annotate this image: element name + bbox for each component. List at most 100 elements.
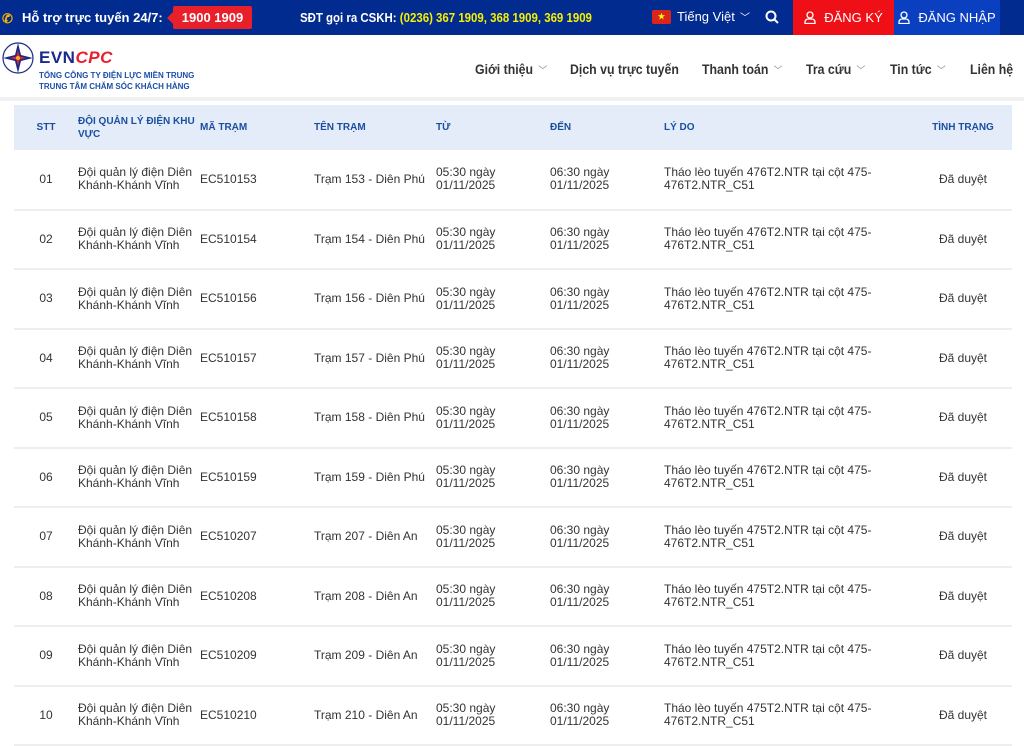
cell-doi-quan-ly: Đội quản lý điện Diên Khánh-Khánh Vĩnh: [78, 582, 193, 610]
cskh-numbers: (0236) 367 1909, 368 1909, 369 1909: [399, 10, 592, 25]
nav-tin-tuc[interactable]: Tin tức ﹀: [890, 61, 946, 77]
cell-tinh-trang: Đã duyệt: [938, 171, 988, 186]
cell-tinh-trang: Đã duyệt: [938, 588, 988, 603]
cell-doi-quan-ly: Đội quản lý điện Diên Khánh-Khánh Vĩnh: [78, 522, 193, 550]
cell-stt: 10: [39, 707, 53, 722]
cell-tinh-trang: Đã duyệt: [938, 231, 988, 246]
cskh-label: SĐT gọi ra CSKH:: [300, 10, 397, 25]
chevron-down-icon[interactable]: ﹀: [740, 13, 750, 24]
cell-ma-tram: EC510209: [200, 648, 257, 663]
table-header-row: STT ĐỘI QUẢN LÝ ĐIỆN KHU VỰC MÃ TRẠM TÊN…: [14, 105, 1012, 150]
col-doi-quan-ly: ĐỘI QUẢN LÝ ĐIỆN KHU VỰC: [78, 115, 195, 140]
cell-den: 06:30 ngày 01/11/2025: [550, 463, 610, 491]
chevron-down-icon: ﹀: [856, 66, 866, 77]
nav-dich-vu[interactable]: Dịch vụ trực tuyến: [570, 61, 679, 77]
cell-ly-do: Tháo lèo tuyến 476T2.NTR tại cột 475-476…: [664, 284, 872, 312]
cell-tu: 05:30 ngày 01/11/2025: [436, 225, 496, 253]
cell-ly-do: Tháo lèo tuyến 476T2.NTR tại cột 475-476…: [664, 165, 872, 193]
cell-ten-tram: Trạm 209 - Diên An: [314, 648, 418, 663]
top-bar: ✆ Hỗ trợ trực tuyến 24/7: 1900 1909 SĐT …: [0, 0, 1024, 35]
hotline-button[interactable]: 1900 1909: [166, 6, 253, 29]
cell-ly-do: Tháo lèo tuyến 475T2.NTR tại cột 475-476…: [664, 641, 872, 669]
cell-ma-tram: EC510157: [200, 350, 257, 365]
cell-den: 06:30 ngày 01/11/2025: [550, 284, 610, 312]
col-tinh-trang: TÌNH TRẠNG: [932, 122, 994, 133]
cell-doi-quan-ly: Đội quản lý điện Diên Khánh-Khánh Vĩnh: [78, 403, 193, 431]
cell-tinh-trang: Đã duyệt: [938, 648, 988, 663]
cell-stt: 08: [39, 588, 53, 603]
cell-stt: 02: [39, 231, 53, 246]
cell-ten-tram: Trạm 207 - Diên An: [314, 529, 418, 544]
cell-tu: 05:30 ngày 01/11/2025: [436, 403, 496, 431]
evn-logo-icon[interactable]: [2, 42, 34, 74]
table-row: 08 Đội quản lý điện Diên Khánh-Khánh Vĩnh…: [14, 567, 1012, 626]
col-ma-tram: MÃ TRẠM: [200, 122, 248, 133]
cell-tu: 05:30 ngày 01/11/2025: [436, 641, 496, 669]
cell-ten-tram: Trạm 157 - Diên Phú: [314, 350, 425, 365]
cell-tu: 05:30 ngày 01/11/2025: [436, 165, 496, 193]
table-row: 05 Đội quản lý điện Diên Khánh-Khánh Vĩnh…: [14, 388, 1012, 448]
cell-doi-quan-ly: Đội quản lý điện Diên Khánh-Khánh Vĩnh: [78, 225, 193, 253]
cell-ten-tram: Trạm 159 - Diên Phú: [314, 469, 425, 484]
cell-den: 06:30 ngày 01/11/2025: [550, 403, 610, 431]
brand-name[interactable]: EVNCPC: [39, 48, 113, 68]
cell-den: 06:30 ngày 01/11/2025: [550, 165, 610, 193]
col-stt: STT: [36, 122, 56, 133]
nav-thanh-toan[interactable]: Thanh toán ﹀: [702, 61, 783, 77]
cell-ten-tram: Trạm 156 - Diên Phú: [314, 291, 425, 306]
cell-doi-quan-ly: Đội quản lý điện Diên Khánh-Khánh Vĩnh: [78, 463, 193, 491]
cell-ma-tram: EC510210: [200, 707, 257, 722]
nav-gioi-thieu[interactable]: Giới thiệu ﹀: [475, 61, 548, 77]
search-icon[interactable]: [765, 10, 779, 24]
cell-ly-do: Tháo lèo tuyến 475T2.NTR tại cột 475-476…: [664, 522, 872, 550]
register-button[interactable]: ĐĂNG KÝ: [793, 0, 894, 35]
support-label: Hỗ trợ trực tuyến 24/7:: [22, 10, 163, 25]
cell-tinh-trang: Đã duyệt: [938, 291, 988, 306]
cell-ly-do: Tháo lèo tuyến 476T2.NTR tại cột 475-476…: [664, 403, 872, 431]
cell-ma-tram: EC510207: [200, 529, 257, 544]
cell-tu: 05:30 ngày 01/11/2025: [436, 522, 496, 550]
cell-den: 06:30 ngày 01/11/2025: [550, 225, 610, 253]
cell-doi-quan-ly: Đội quản lý điện Diên Khánh-Khánh Vĩnh: [78, 641, 193, 669]
cell-den: 06:30 ngày 01/11/2025: [550, 582, 610, 610]
cell-tinh-trang: Đã duyệt: [938, 707, 988, 722]
cell-tu: 05:30 ngày 01/11/2025: [436, 582, 496, 610]
cell-ten-tram: Trạm 158 - Diên Phú: [314, 410, 425, 425]
cell-den: 06:30 ngày 01/11/2025: [550, 641, 610, 669]
table-row: 10 Đội quản lý điện Diên Khánh-Khánh Vĩnh…: [14, 686, 1012, 745]
table-row: 02 Đội quản lý điện Diên Khánh-Khánh Vĩnh…: [14, 210, 1012, 269]
language-selector[interactable]: Tiếng Việt: [677, 9, 735, 24]
nav-tra-cuu[interactable]: Tra cứu ﹀: [806, 61, 866, 77]
nav-lien-he[interactable]: Liên hệ: [970, 61, 1014, 77]
cell-stt: 06: [39, 469, 53, 484]
cell-doi-quan-ly: Đội quản lý điện Diên Khánh-Khánh Vĩnh: [78, 701, 193, 729]
outage-table: STT ĐỘI QUẢN LÝ ĐIỆN KHU VỰC MÃ TRẠM TÊN…: [14, 105, 1012, 746]
login-button[interactable]: ĐĂNG NHẬP: [894, 0, 1000, 35]
cell-ten-tram: Trạm 153 - Diên Phú: [314, 171, 425, 186]
cell-ly-do: Tháo lèo tuyến 476T2.NTR tại cột 475-476…: [664, 344, 872, 372]
cell-tu: 05:30 ngày 01/11/2025: [436, 284, 496, 312]
cell-ly-do: Tháo lèo tuyến 475T2.NTR tại cột 475-476…: [664, 582, 872, 610]
cell-ly-do: Tháo lèo tuyến 476T2.NTR tại cột 475-476…: [664, 225, 872, 253]
cell-ten-tram: Trạm 210 - Diên An: [314, 707, 418, 722]
table-row: 04 Đội quản lý điện Diên Khánh-Khánh Vĩnh…: [14, 329, 1012, 388]
table-row: 07 Đội quản lý điện Diên Khánh-Khánh Vĩnh…: [14, 507, 1012, 567]
cell-stt: 03: [39, 291, 53, 306]
user-icon: [898, 11, 910, 24]
table-row: 03 Đội quản lý điện Diên Khánh-Khánh Vĩnh…: [14, 269, 1012, 329]
col-tu: TỪ: [436, 122, 451, 133]
user-icon: [804, 11, 816, 24]
cell-tinh-trang: Đã duyệt: [938, 529, 988, 544]
col-ly-do: LÝ DO: [664, 122, 695, 133]
table-row: 06 Đội quản lý điện Diên Khánh-Khánh Vĩnh…: [14, 448, 1012, 507]
cell-tinh-trang: Đã duyệt: [938, 350, 988, 365]
cell-ma-tram: EC510156: [200, 291, 257, 306]
cell-ma-tram: EC510153: [200, 171, 257, 186]
cell-ma-tram: EC510158: [200, 410, 257, 425]
chevron-down-icon: ﹀: [936, 66, 946, 77]
cell-ma-tram: EC510159: [200, 469, 257, 484]
table-row: 09 Đội quản lý điện Diên Khánh-Khánh Vĩnh…: [14, 626, 1012, 686]
cell-stt: 07: [39, 529, 53, 544]
phone-icon: ✆: [2, 10, 13, 26]
register-label: ĐĂNG KÝ: [824, 10, 883, 25]
